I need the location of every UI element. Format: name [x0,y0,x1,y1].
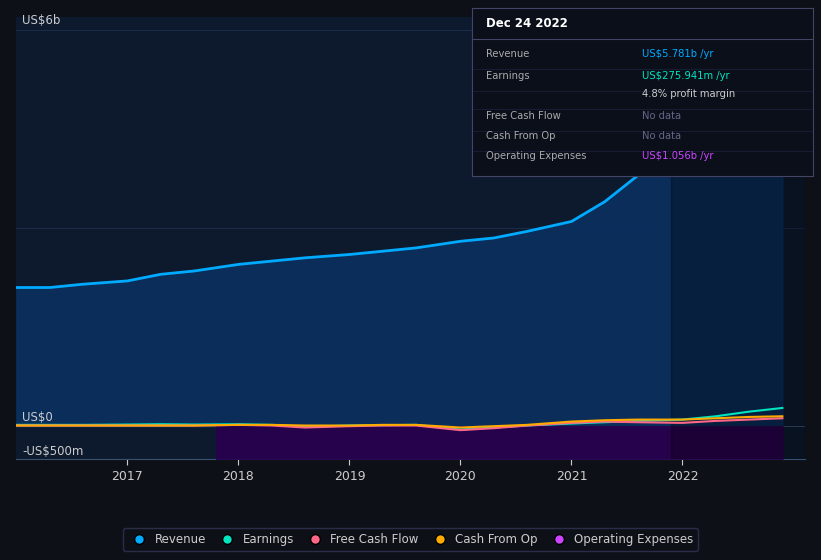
Text: US$275.941m /yr: US$275.941m /yr [643,71,730,81]
Text: Free Cash Flow: Free Cash Flow [486,111,561,121]
Text: No data: No data [643,111,681,121]
Text: Dec 24 2022: Dec 24 2022 [486,17,567,30]
Text: US$5.781b /yr: US$5.781b /yr [643,49,714,59]
Text: US$1.056b /yr: US$1.056b /yr [643,151,714,161]
Text: Cash From Op: Cash From Op [486,131,555,141]
Bar [672,17,805,459]
Text: US$0: US$0 [22,411,53,424]
Text: No data: No data [643,131,681,141]
Text: 4.8% profit margin: 4.8% profit margin [643,89,736,99]
Legend: Revenue, Earnings, Free Cash Flow, Cash From Op, Operating Expenses: Revenue, Earnings, Free Cash Flow, Cash … [122,528,699,550]
Text: Revenue: Revenue [486,49,529,59]
Text: Earnings: Earnings [486,71,530,81]
Text: -US$500m: -US$500m [22,445,84,458]
Text: US$6b: US$6b [22,13,61,27]
Text: Operating Expenses: Operating Expenses [486,151,586,161]
